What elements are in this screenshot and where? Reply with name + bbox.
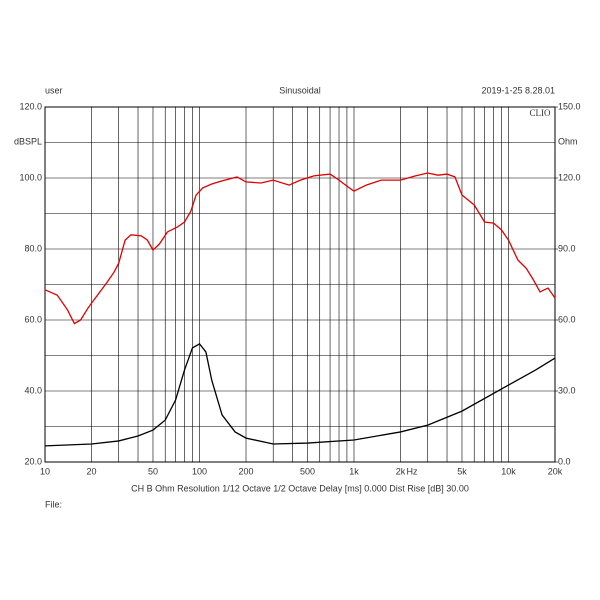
y2-tick-label: 60.0 — [558, 314, 576, 324]
series-line — [44, 343, 556, 447]
y-tick-label: 120.0 — [19, 101, 42, 111]
y2-tick-label: 0.0 — [558, 456, 571, 466]
y-tick-label: 100.0 — [19, 172, 42, 182]
x-tick-label: 10 — [40, 466, 50, 476]
header-user: user — [45, 85, 63, 95]
y2-tick-label: 150.0 — [558, 101, 581, 111]
x-tick-label: 100 — [192, 466, 207, 476]
x-tick-label: 10k — [501, 466, 516, 476]
plot-frame — [44, 106, 556, 463]
x-tick-label: 20 — [87, 466, 97, 476]
brand: CLIO — [530, 108, 551, 118]
series-line — [44, 172, 556, 325]
y-tick-label: 80.0 — [24, 243, 42, 253]
x-tick-label: 20k — [548, 466, 563, 476]
x-axis-label: Hz — [407, 466, 418, 476]
x-tick-label: 1k — [349, 466, 359, 476]
x-tick-label: 5k — [457, 466, 467, 476]
y2-tick-label: 30.0 — [558, 385, 576, 395]
y-tick-label: 20.0 — [24, 456, 42, 466]
y2-tick-label: 120.0 — [558, 172, 581, 182]
chart-title: Sinusoidal — [279, 85, 321, 95]
x-tick-label: 200 — [238, 466, 253, 476]
y2-tick-label: 90.0 — [558, 243, 576, 253]
timestamp: 2019-1-25 8.28.01 — [481, 85, 555, 95]
x-tick-label: 50 — [148, 466, 158, 476]
y-tick-label: 60.0 — [24, 314, 42, 324]
y2-axis-label: Ohm — [558, 136, 578, 146]
file-label: File: — [45, 499, 62, 509]
x-tick-label: 2k — [396, 466, 406, 476]
footer: CH B Ohm Resolution 1/12 Octave 1/2 Octa… — [131, 483, 469, 493]
y-axis-label: dBSPL — [14, 136, 42, 146]
x-tick-label: 500 — [300, 466, 315, 476]
y-tick-label: 40.0 — [24, 385, 42, 395]
